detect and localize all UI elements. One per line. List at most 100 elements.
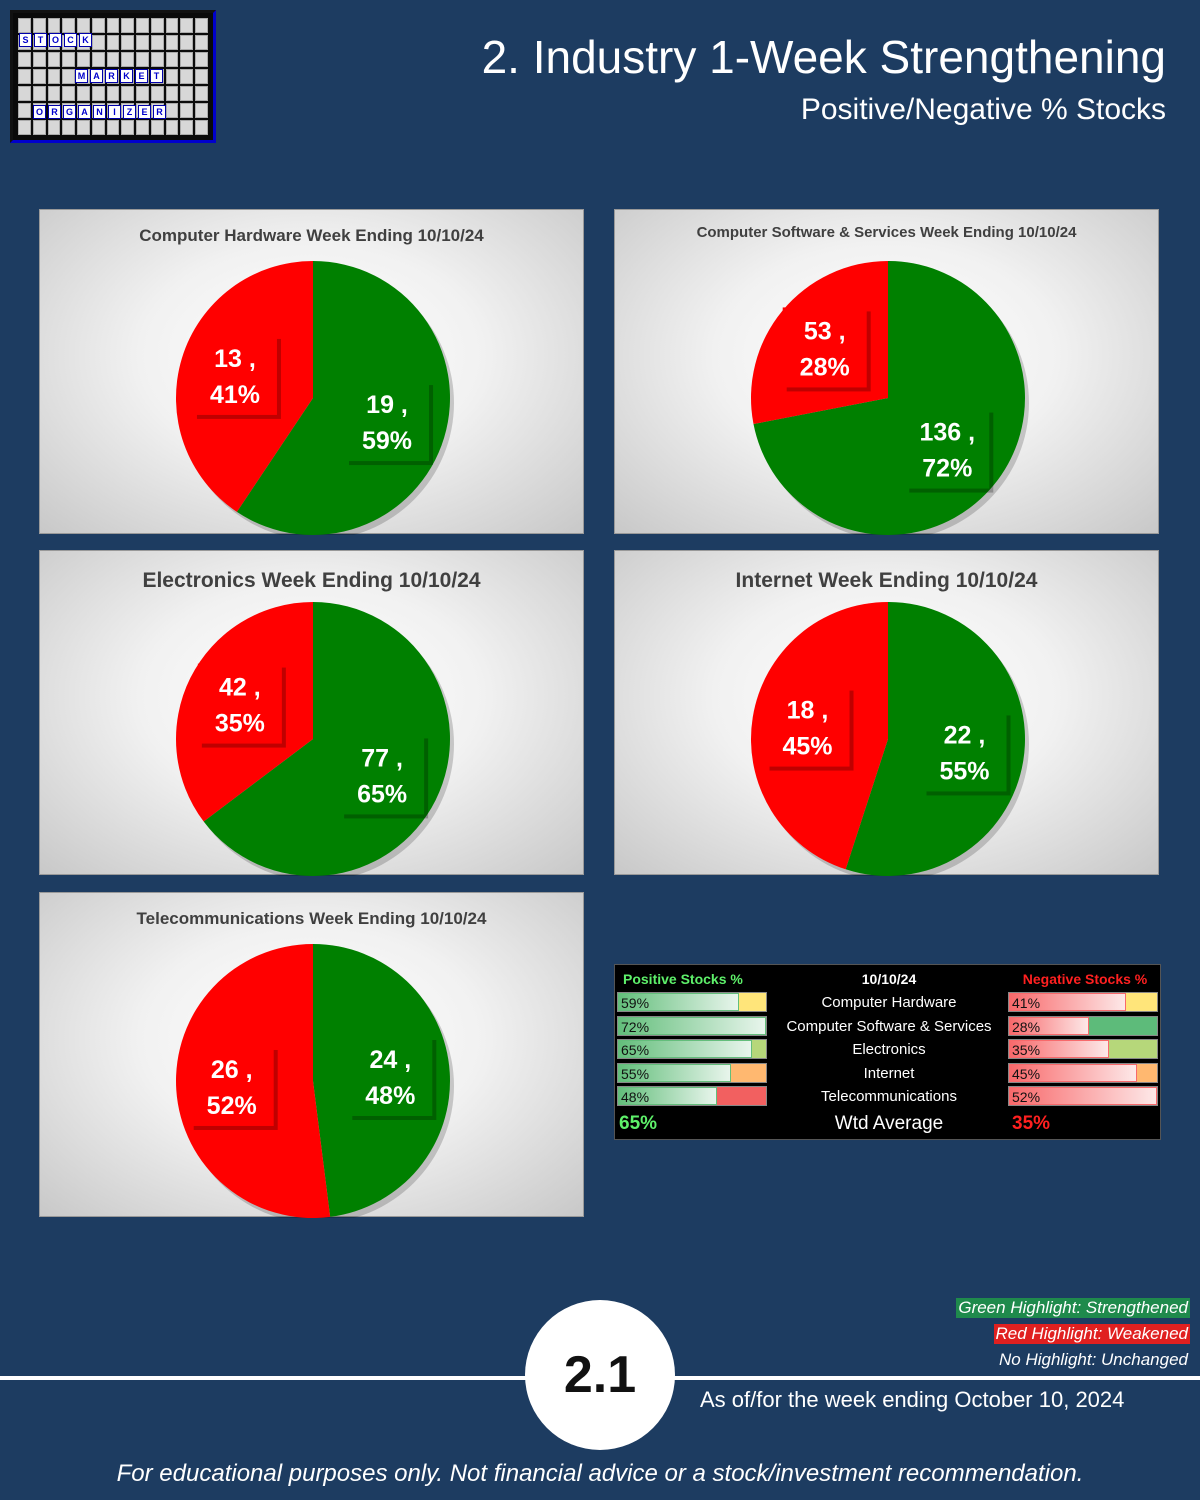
legend-none: No Highlight: Unchanged: [998, 1350, 1188, 1369]
legend-green: Green Highlight: Strengthened: [956, 1298, 1190, 1318]
label-box: [340, 734, 425, 815]
negative-cell: 45%: [1008, 1062, 1158, 1083]
percent-label: 65%: [357, 780, 407, 808]
pie-label-positive: 77 , 65%: [340, 734, 429, 819]
label-box: [782, 307, 867, 388]
positive-value: 55%: [621, 1065, 650, 1082]
logo-letter: T: [150, 69, 163, 83]
label-box: [345, 381, 430, 462]
pie-label-positive: 136 , 72%: [905, 408, 994, 493]
pie-title: Telecommunications Week Ending 10/10/24: [136, 909, 487, 928]
percent-label: 35%: [215, 710, 265, 738]
percent-label: 28%: [800, 353, 850, 381]
positive-value: 72%: [621, 1018, 650, 1035]
pie-chart: 22 , 55% 18 , 45%: [751, 602, 1029, 876]
as-of-date: As of/for the week ending October 10, 20…: [700, 1387, 1125, 1412]
industry-name: Computer Hardware: [821, 994, 957, 1011]
count-label: 26 ,: [211, 1056, 253, 1084]
label-box: [192, 334, 277, 415]
pie-chart: 136 , 72% 53 , 28%: [751, 261, 1029, 535]
label-box: [922, 711, 1007, 792]
positive-cell: 65%: [617, 1039, 767, 1059]
label-box: [197, 663, 282, 744]
industry-name: Telecommunications: [821, 1088, 957, 1105]
negative-value: 41%: [1012, 995, 1041, 1011]
pie-slice-positive: [236, 261, 450, 535]
percent-label: 55%: [939, 757, 989, 785]
positive-databar: [618, 1087, 717, 1105]
pie-title: Computer Hardware Week Ending 10/10/24: [139, 226, 484, 245]
wtd-label: Wtd Average: [834, 1113, 944, 1134]
negative-databar: [1009, 1087, 1157, 1105]
disclaimer: For educational purposes only. Not finan…: [116, 1460, 1084, 1487]
table-row: 65% Electronics 35%: [615, 1039, 1162, 1061]
logo-letter: O: [33, 105, 46, 119]
summary-table: Positive Stocks % 10/10/24 Negative Stoc…: [614, 964, 1161, 1140]
pie-label-negative: 18 , 45%: [765, 686, 854, 771]
pie-label-positive: 24 , 48%: [348, 1036, 437, 1121]
positive-databar: [618, 1016, 766, 1035]
logo-letter: A: [90, 69, 103, 83]
pie-panel-telecommunications: Telecommunications Week Ending 10/10/24 …: [39, 892, 584, 1218]
negative-databar: [1009, 1063, 1138, 1082]
logo-letter: K: [120, 69, 133, 83]
date-header: 10/10/24: [861, 971, 917, 987]
count-label: 136 ,: [919, 419, 975, 447]
pie-label-positive: 19 , 59%: [345, 381, 434, 466]
logo-letter: I: [108, 105, 121, 119]
pie-chart: 24 , 48% 26 , 52%: [176, 944, 454, 1218]
percent-label: 52%: [207, 1092, 257, 1120]
legend-red: Red Highlight: Weakened: [993, 1324, 1190, 1344]
page-title: 2. Industry 1-Week Strengthening: [481, 31, 1166, 83]
negative-databar: [1009, 1016, 1089, 1035]
pie-panel-computer-software: Computer Software & Services Week Ending…: [614, 209, 1159, 535]
positive-cell: 48%: [617, 1086, 767, 1106]
positive-header: Positive Stocks %: [623, 971, 743, 987]
table-row: 48% Telecommunications 52%: [615, 1086, 1162, 1108]
positive-value: 59%: [621, 995, 650, 1011]
percent-label: 48%: [365, 1082, 415, 1110]
logo-letter: M: [75, 69, 88, 83]
pie-panel-internet: Internet Week Ending 10/10/24 22 , 55% 18 …: [614, 550, 1159, 876]
pie-label-negative: 42 , 35%: [197, 663, 286, 748]
logo-letter: R: [105, 69, 118, 83]
industry-name: Internet: [863, 1064, 915, 1082]
negative-cell: 28%: [1008, 1015, 1158, 1036]
percent-label: 59%: [362, 427, 412, 455]
logo-letter: N: [93, 105, 106, 119]
table-row: 59% Computer Hardware 41%: [615, 992, 1162, 1014]
positive-databar: [618, 1063, 732, 1082]
page-number-badge: 2.1: [525, 1300, 675, 1450]
logo-letter: R: [153, 105, 166, 119]
positive-cell: 72%: [617, 1015, 767, 1036]
count-label: 13 ,: [214, 345, 256, 373]
logo-letter: E: [135, 69, 148, 83]
count-label: 19 ,: [366, 391, 408, 419]
positive-cell: 55%: [617, 1062, 767, 1083]
label-box: [765, 686, 850, 767]
negative-cell: 35%: [1008, 1039, 1158, 1059]
logo-letter: A: [78, 105, 91, 119]
positive-databar: [618, 993, 740, 1011]
wtd-negative: 35%: [1012, 1113, 1051, 1134]
logo-letter: C: [64, 33, 77, 47]
pie-chart: 19 , 59% 13 , 41%: [175, 261, 454, 535]
count-label: 77 ,: [361, 744, 403, 772]
percent-label: 72%: [922, 455, 972, 483]
pie-label-negative: 26 , 52%: [189, 1045, 278, 1130]
count-label: 42 ,: [219, 674, 261, 702]
pie-label-negative: 53 , 28%: [782, 307, 871, 392]
negative-databar: [1009, 1040, 1109, 1058]
logo-letter: Z: [123, 105, 136, 119]
logo-letter: K: [79, 33, 92, 47]
logo-letter: T: [34, 33, 47, 47]
negative-value: 28%: [1012, 1018, 1041, 1035]
negative-databar: [1009, 993, 1126, 1011]
logo-letter: E: [138, 105, 151, 119]
count-label: 22 ,: [944, 721, 986, 749]
negative-value: 52%: [1012, 1089, 1041, 1105]
negative-value: 45%: [1012, 1065, 1041, 1082]
logo-letter: O: [49, 33, 62, 47]
